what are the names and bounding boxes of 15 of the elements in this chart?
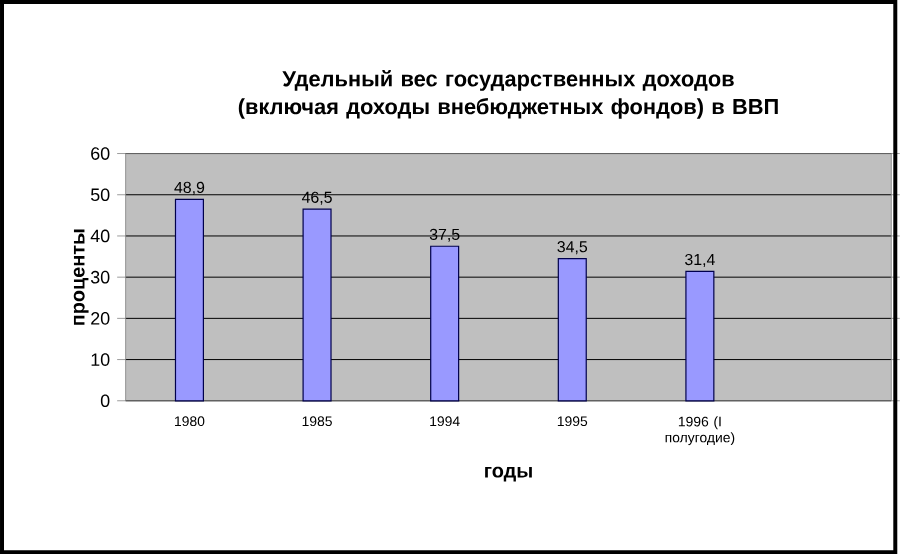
chart-title: Удельный вес государственных доходов (включая доходы внебюджетных фондов) в ВВП (238, 69, 778, 119)
y-tick-label: 30 (90, 270, 110, 284)
bar (685, 270, 715, 402)
y-tick-label: 0 (100, 394, 110, 407)
bar (302, 208, 332, 402)
y-tick-label: 10 (91, 353, 110, 366)
bar (174, 198, 204, 402)
bar (557, 257, 587, 402)
y-tick-label: 50 (90, 188, 110, 201)
bar (430, 245, 460, 402)
y-tick-label: 20 (91, 311, 110, 325)
y-tick-label: 40 (90, 229, 110, 243)
y-axis-title: проценты (73, 229, 89, 325)
y-tick-label: 60 (91, 147, 110, 160)
x-axis-title: годы (485, 466, 532, 482)
